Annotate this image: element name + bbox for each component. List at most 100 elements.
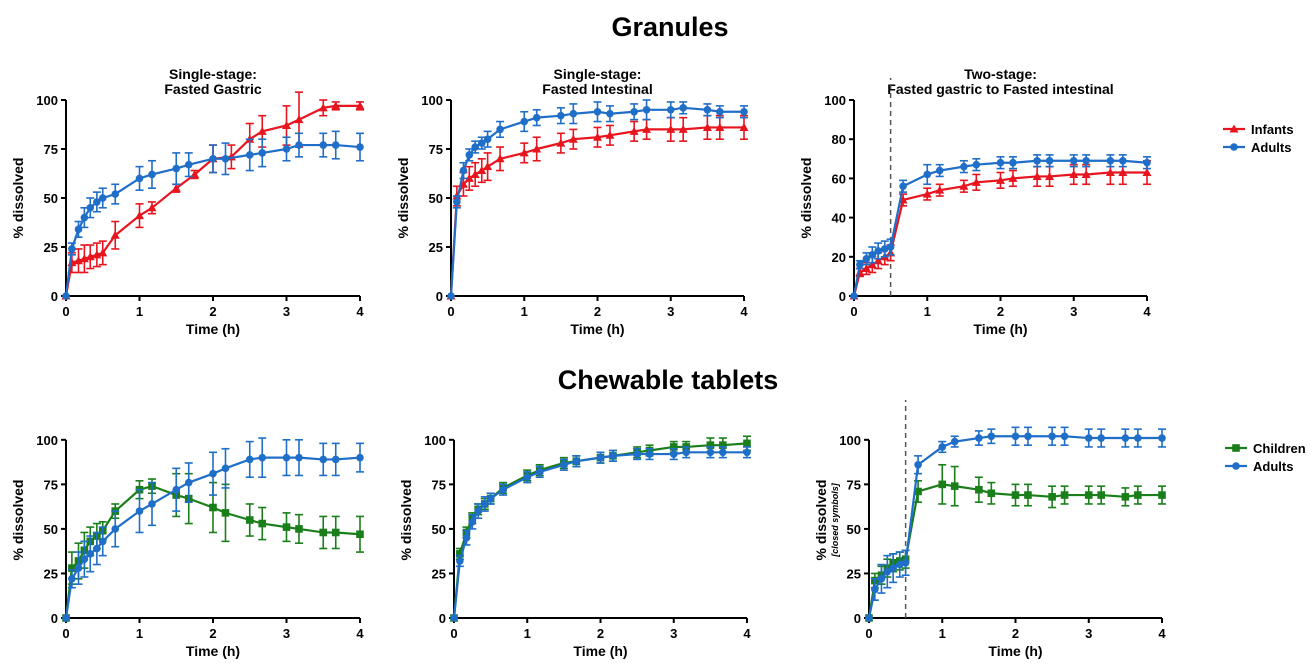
data-point-children xyxy=(331,528,340,537)
series-adults xyxy=(62,437,364,622)
data-point-infants xyxy=(110,230,120,239)
x-axis-label: Time (h) xyxy=(570,321,624,337)
series-children xyxy=(865,463,1166,622)
data-point-adults xyxy=(633,450,641,458)
data-point-adults xyxy=(535,468,544,476)
data-point-adults xyxy=(593,107,602,116)
data-point-infants xyxy=(678,124,688,133)
data-point-adults xyxy=(258,149,267,157)
data-point-adults xyxy=(938,443,947,451)
data-point-adults xyxy=(606,109,614,118)
data-point-adults xyxy=(642,106,651,114)
y-tick-label: 100 xyxy=(424,433,446,448)
data-point-adults xyxy=(669,450,678,458)
y-tick-label: 100 xyxy=(839,433,861,448)
data-point-adults xyxy=(972,160,981,169)
section-title-chewable: Chewable tablets xyxy=(558,365,779,395)
data-point-adults xyxy=(901,558,910,567)
data-point-infants xyxy=(477,166,487,175)
y-axis-label: % dissolved xyxy=(813,480,829,561)
data-point-infants xyxy=(519,148,529,157)
panel-title-line: Single-stage: xyxy=(169,66,257,82)
x-tick-label: 4 xyxy=(740,304,748,319)
data-point-adults xyxy=(716,107,724,116)
data-point-infants xyxy=(331,101,341,110)
data-point-infants xyxy=(464,173,474,182)
x-tick-label: 0 xyxy=(447,304,454,319)
data-point-adults xyxy=(468,517,477,526)
data-point-infants xyxy=(568,134,578,143)
data-point-adults xyxy=(245,455,254,464)
data-point-children xyxy=(987,489,996,498)
data-point-adults xyxy=(135,174,144,183)
panel-title-line: Two-stage: xyxy=(964,66,1037,82)
data-point-adults xyxy=(935,166,944,175)
data-point-adults xyxy=(560,460,568,469)
series-adults xyxy=(850,154,1151,300)
data-point-children xyxy=(1158,491,1166,499)
data-point-adults xyxy=(93,544,101,553)
series-infants xyxy=(446,114,749,300)
data-point-children xyxy=(356,530,364,539)
data-point-adults xyxy=(499,485,507,494)
chart-panel-6: 0 1 2 3 4 0 25 50 75 100 Time (h) % dissolved [close… xyxy=(813,400,1166,659)
data-point-infants xyxy=(1069,169,1079,178)
x-axis-label: Time (h) xyxy=(988,643,1042,659)
y-tick-label: 40 xyxy=(832,211,846,226)
data-point-adults xyxy=(899,182,907,191)
y-tick-label: 20 xyxy=(832,250,846,265)
x-tick-label: 2 xyxy=(597,626,604,641)
data-point-adults xyxy=(1084,434,1093,442)
y-tick-label: 75 xyxy=(429,142,443,157)
chart-panel-5: 0 1 2 3 4 0 25 50 75 100 Time (h) % dissolved xyxy=(398,433,751,659)
series-line-infants xyxy=(64,104,360,297)
x-tick-label: 1 xyxy=(524,626,531,641)
series-children xyxy=(450,435,751,622)
data-point-adults xyxy=(719,448,727,457)
legend-marker-adults xyxy=(1232,462,1240,470)
y-tick-label: 80 xyxy=(832,132,846,147)
y-axis-label: % dissolved xyxy=(10,480,26,561)
data-point-adults xyxy=(319,455,328,464)
y-tick-label: 50 xyxy=(44,191,58,206)
data-point-adults xyxy=(135,507,144,515)
data-point-adults xyxy=(68,575,76,583)
data-point-infants xyxy=(867,260,877,269)
data-point-adults xyxy=(184,478,193,487)
data-point-adults xyxy=(319,141,328,149)
x-axis-label: Time (h) xyxy=(186,643,240,659)
data-point-children xyxy=(743,439,751,448)
data-point-infants xyxy=(629,126,639,135)
data-point-adults xyxy=(743,448,751,457)
data-point-adults xyxy=(557,111,565,120)
data-point-infants xyxy=(861,264,871,273)
data-point-adults xyxy=(80,213,89,222)
data-point-adults xyxy=(459,166,468,175)
data-point-infants xyxy=(715,122,725,131)
data-point-adults xyxy=(209,469,217,478)
series-children xyxy=(62,472,364,622)
data-point-adults xyxy=(572,457,581,466)
x-axis-label: Time (h) xyxy=(186,321,240,337)
x-tick-label: 0 xyxy=(62,626,69,641)
data-point-adults xyxy=(868,251,877,259)
x-tick-label: 4 xyxy=(743,626,751,641)
y-tick-label: 0 xyxy=(436,289,443,304)
data-point-adults xyxy=(1082,156,1091,165)
legend-label-infants: Infants xyxy=(1251,122,1294,137)
x-tick-label: 3 xyxy=(283,626,290,641)
legend-label-children: Children xyxy=(1253,441,1306,456)
data-point-adults xyxy=(98,537,107,546)
data-point-children xyxy=(456,550,464,558)
series-adults xyxy=(450,446,751,622)
x-tick-label: 2 xyxy=(1012,626,1019,641)
data-point-infants xyxy=(135,211,144,220)
data-point-infants xyxy=(1105,168,1115,177)
data-point-adults xyxy=(520,117,529,126)
data-point-infants xyxy=(98,248,108,257)
data-point-adults xyxy=(1011,432,1020,441)
x-tick-label: 4 xyxy=(1158,626,1166,641)
data-point-adults xyxy=(883,567,892,576)
x-tick-label: 3 xyxy=(670,626,677,641)
